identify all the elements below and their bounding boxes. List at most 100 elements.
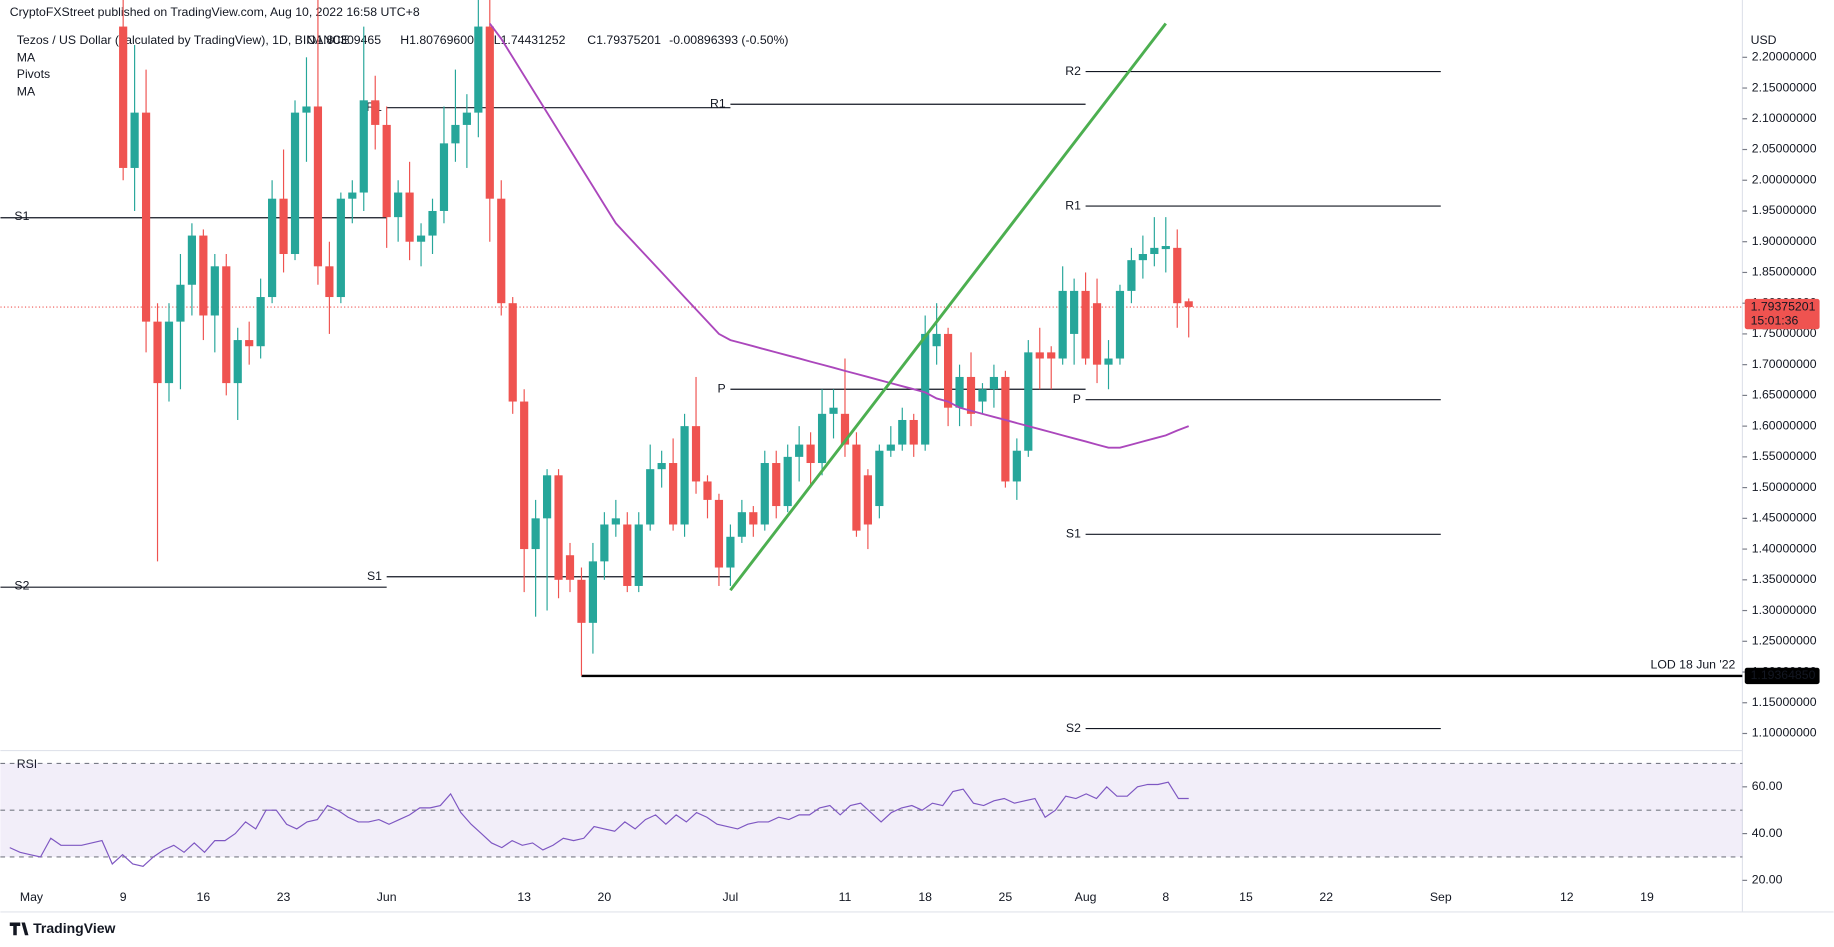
candle-body bbox=[1115, 290, 1125, 359]
ohlc-change: -0.00896393 (-0.50%) bbox=[669, 33, 788, 47]
candle-body bbox=[542, 475, 552, 519]
candle-body bbox=[909, 419, 918, 445]
y-tick-label: 1.75000000 bbox=[1752, 326, 1817, 340]
x-tick-label: Aug bbox=[1075, 890, 1097, 904]
candle-body bbox=[268, 198, 277, 298]
candle-body bbox=[1035, 352, 1044, 359]
candle-body bbox=[313, 106, 323, 267]
candle-body bbox=[1047, 352, 1056, 359]
candle-body bbox=[348, 192, 357, 199]
candle-body bbox=[978, 389, 987, 402]
candle-body bbox=[966, 376, 976, 414]
x-tick-label: 8 bbox=[1162, 890, 1169, 904]
candle-body bbox=[646, 469, 655, 525]
publisher: CryptoFXStreet published on TradingView.… bbox=[10, 5, 420, 19]
y-tick-label: 1.30000000 bbox=[1752, 603, 1817, 617]
candle-body bbox=[577, 579, 586, 623]
candle-body bbox=[1001, 376, 1010, 482]
candle-body bbox=[691, 426, 701, 482]
y-tick-label: 1.90000000 bbox=[1752, 234, 1817, 248]
candle-body bbox=[634, 524, 643, 586]
candle-body bbox=[1173, 247, 1182, 304]
y-tick-label: 1.45000000 bbox=[1752, 511, 1817, 525]
rsi-line bbox=[9, 781, 1189, 867]
candle-body bbox=[451, 124, 460, 144]
candle-body bbox=[210, 266, 219, 316]
candle-body bbox=[325, 266, 334, 298]
x-tick-label: 18 bbox=[918, 890, 932, 904]
pivot-label: S2 bbox=[14, 578, 29, 592]
pivot-label: S2 bbox=[1066, 721, 1081, 735]
candle-body bbox=[1184, 301, 1193, 308]
indicator[interactable]: Pivots bbox=[17, 67, 50, 81]
indicator[interactable]: MA bbox=[17, 85, 36, 99]
x-tick-label: May bbox=[20, 890, 44, 904]
candle-body bbox=[485, 26, 494, 199]
y-tick-label: 1.85000000 bbox=[1752, 265, 1817, 279]
x-tick-label: Sep bbox=[1430, 890, 1452, 904]
last-price-box bbox=[1744, 298, 1820, 330]
brand-logo bbox=[9, 922, 29, 936]
ohlc-open: O1.80309465 bbox=[307, 33, 382, 47]
candle-body bbox=[336, 198, 345, 298]
pivot-label: R1 bbox=[1065, 198, 1081, 212]
candle-body bbox=[588, 561, 598, 623]
candle-body bbox=[371, 100, 380, 125]
candle-body bbox=[1070, 290, 1079, 334]
currency: USD bbox=[1751, 33, 1777, 47]
candle-body bbox=[1161, 246, 1170, 250]
candle-body bbox=[531, 518, 540, 550]
candle-body bbox=[657, 463, 666, 470]
candle-body bbox=[772, 463, 781, 507]
pivot-label: R1 bbox=[710, 97, 726, 111]
candle-body bbox=[1092, 303, 1102, 365]
candle-body bbox=[611, 518, 620, 525]
x-tick-label: Jun bbox=[377, 890, 397, 904]
pivot-label: P bbox=[1073, 392, 1081, 406]
pivot-label: S1 bbox=[14, 209, 29, 223]
candle-body bbox=[737, 512, 746, 537]
candle-body bbox=[886, 444, 895, 451]
y-tick-label: 1.25000000 bbox=[1752, 634, 1817, 648]
candle-body bbox=[783, 456, 792, 507]
candle-body bbox=[760, 463, 769, 525]
candle-body bbox=[187, 235, 196, 285]
candle-body bbox=[1058, 290, 1067, 359]
candle-body bbox=[726, 536, 735, 568]
pivot-label: P bbox=[718, 381, 726, 395]
candle-body bbox=[164, 321, 174, 384]
x-tick-label: 22 bbox=[1319, 890, 1333, 904]
candle-body bbox=[703, 481, 712, 500]
ohlc-high: H1.80769600 bbox=[400, 33, 474, 47]
candle-body bbox=[279, 198, 288, 255]
ohlc-low: L1.74431252 bbox=[494, 33, 566, 47]
candle-body bbox=[554, 475, 563, 580]
candle-body bbox=[565, 555, 575, 580]
y-tick-label: 1.10000000 bbox=[1752, 726, 1817, 740]
candle-body bbox=[921, 333, 930, 445]
y-tick-label: 2.20000000 bbox=[1752, 50, 1817, 64]
y-tick-label: 1.50000000 bbox=[1752, 480, 1817, 494]
trendline bbox=[729, 22, 1167, 592]
candle-body bbox=[474, 26, 483, 113]
rsi-tick-label: 40.00 bbox=[1752, 826, 1783, 840]
rsi-tick-label: 60.00 bbox=[1752, 779, 1783, 793]
indicator[interactable]: MA bbox=[17, 51, 36, 65]
rsi-tick-label: 20.00 bbox=[1752, 873, 1783, 887]
candle-body bbox=[508, 303, 517, 402]
y-tick-label: 1.65000000 bbox=[1752, 388, 1817, 402]
lod-box bbox=[1744, 667, 1820, 685]
x-tick-label: 20 bbox=[598, 890, 612, 904]
y-tick-label: 1.40000000 bbox=[1752, 541, 1817, 555]
y-tick-label: 2.15000000 bbox=[1752, 80, 1817, 94]
candle-body bbox=[222, 266, 231, 384]
candle-body bbox=[428, 210, 437, 236]
ohlc-close: C1.79375201 bbox=[587, 33, 661, 47]
y-tick-label: 2.10000000 bbox=[1752, 111, 1817, 125]
candle-body bbox=[852, 444, 861, 531]
candle-body bbox=[290, 112, 300, 255]
candle-body bbox=[462, 112, 471, 125]
pivot-label: S1 bbox=[367, 569, 382, 583]
x-tick-label: 25 bbox=[999, 890, 1013, 904]
x-tick-label: 15 bbox=[1239, 890, 1253, 904]
